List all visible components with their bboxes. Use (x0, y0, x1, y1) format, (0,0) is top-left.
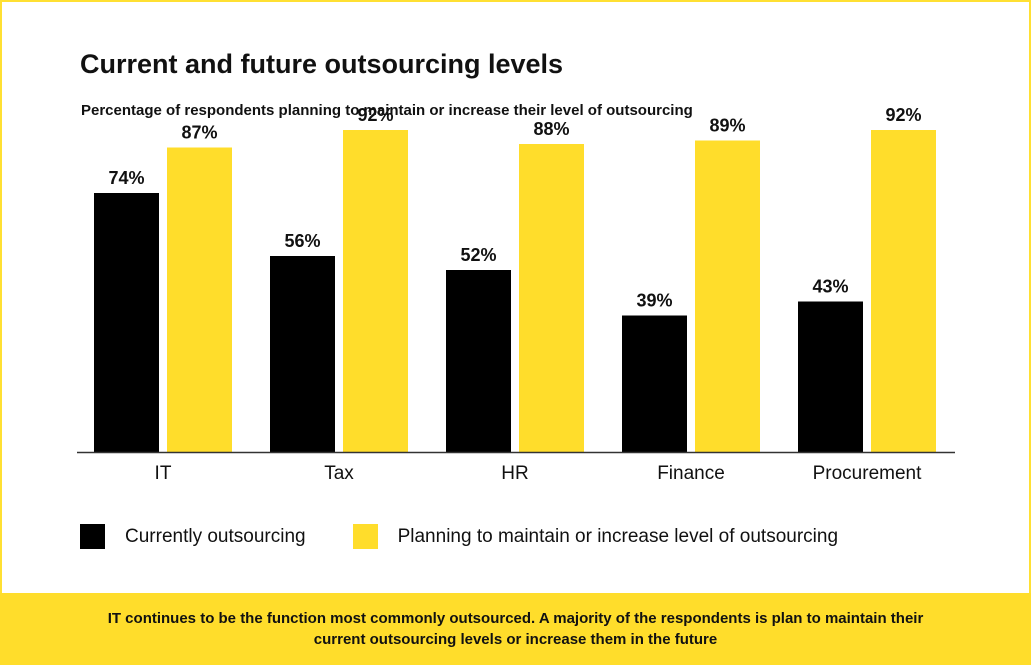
legend-label-current: Currently outsourcing (125, 525, 306, 547)
data-label-current-tax: 56% (284, 231, 320, 251)
legend-label-planning: Planning to maintain or increase level o… (397, 525, 839, 547)
bar-planning-hr (519, 144, 584, 452)
legend: Currently outsourcing Planning to mainta… (80, 524, 838, 549)
data-label-planning-it: 87% (181, 123, 217, 143)
bar-planning-tax (343, 130, 408, 452)
data-label-planning-tax: 92% (357, 105, 393, 125)
data-label-current-hr: 52% (460, 245, 496, 265)
bar-current-it (94, 193, 159, 452)
data-label-current-it: 74% (108, 168, 144, 188)
bar-planning-finance (695, 140, 760, 452)
data-label-planning-finance: 89% (709, 116, 745, 136)
footer-text: IT continues to be the function most com… (107, 610, 924, 648)
bar-current-tax (270, 256, 335, 452)
x-tick-label-finance: Finance (657, 463, 725, 484)
bar-planning-procurement (871, 130, 936, 452)
bar-current-hr (446, 270, 511, 452)
data-label-current-procurement: 43% (812, 277, 848, 297)
legend-item-current: Currently outsourcing (80, 524, 306, 549)
legend-swatch-planning (352, 524, 378, 549)
x-tick-label-tax: Tax (324, 463, 354, 484)
x-tick-label-hr: HR (501, 463, 528, 484)
legend-swatch-current (80, 524, 105, 549)
x-tick-label-it: IT (155, 463, 172, 484)
data-label-planning-hr: 88% (533, 119, 569, 139)
bar-planning-it (167, 147, 232, 452)
chart-subtitle: Percentage of respondents planning to ma… (81, 102, 693, 119)
bar-chart: 74% 87% IT 56% 92% Tax 52% 88% HR 39% 89% Finance 43… (77, 105, 955, 484)
footer-banner: IT continues to be the function most com… (0, 593, 1031, 665)
data-label-planning-procurement: 92% (885, 105, 921, 125)
chart-title: Current and future outsourcing levels (80, 49, 564, 79)
bar-current-finance (622, 315, 687, 452)
bar-current-procurement (798, 301, 863, 452)
legend-item-planning: Planning to maintain or increase level o… (352, 524, 839, 549)
data-label-current-finance: 39% (636, 291, 672, 311)
x-tick-label-procurement: Procurement (813, 463, 922, 484)
